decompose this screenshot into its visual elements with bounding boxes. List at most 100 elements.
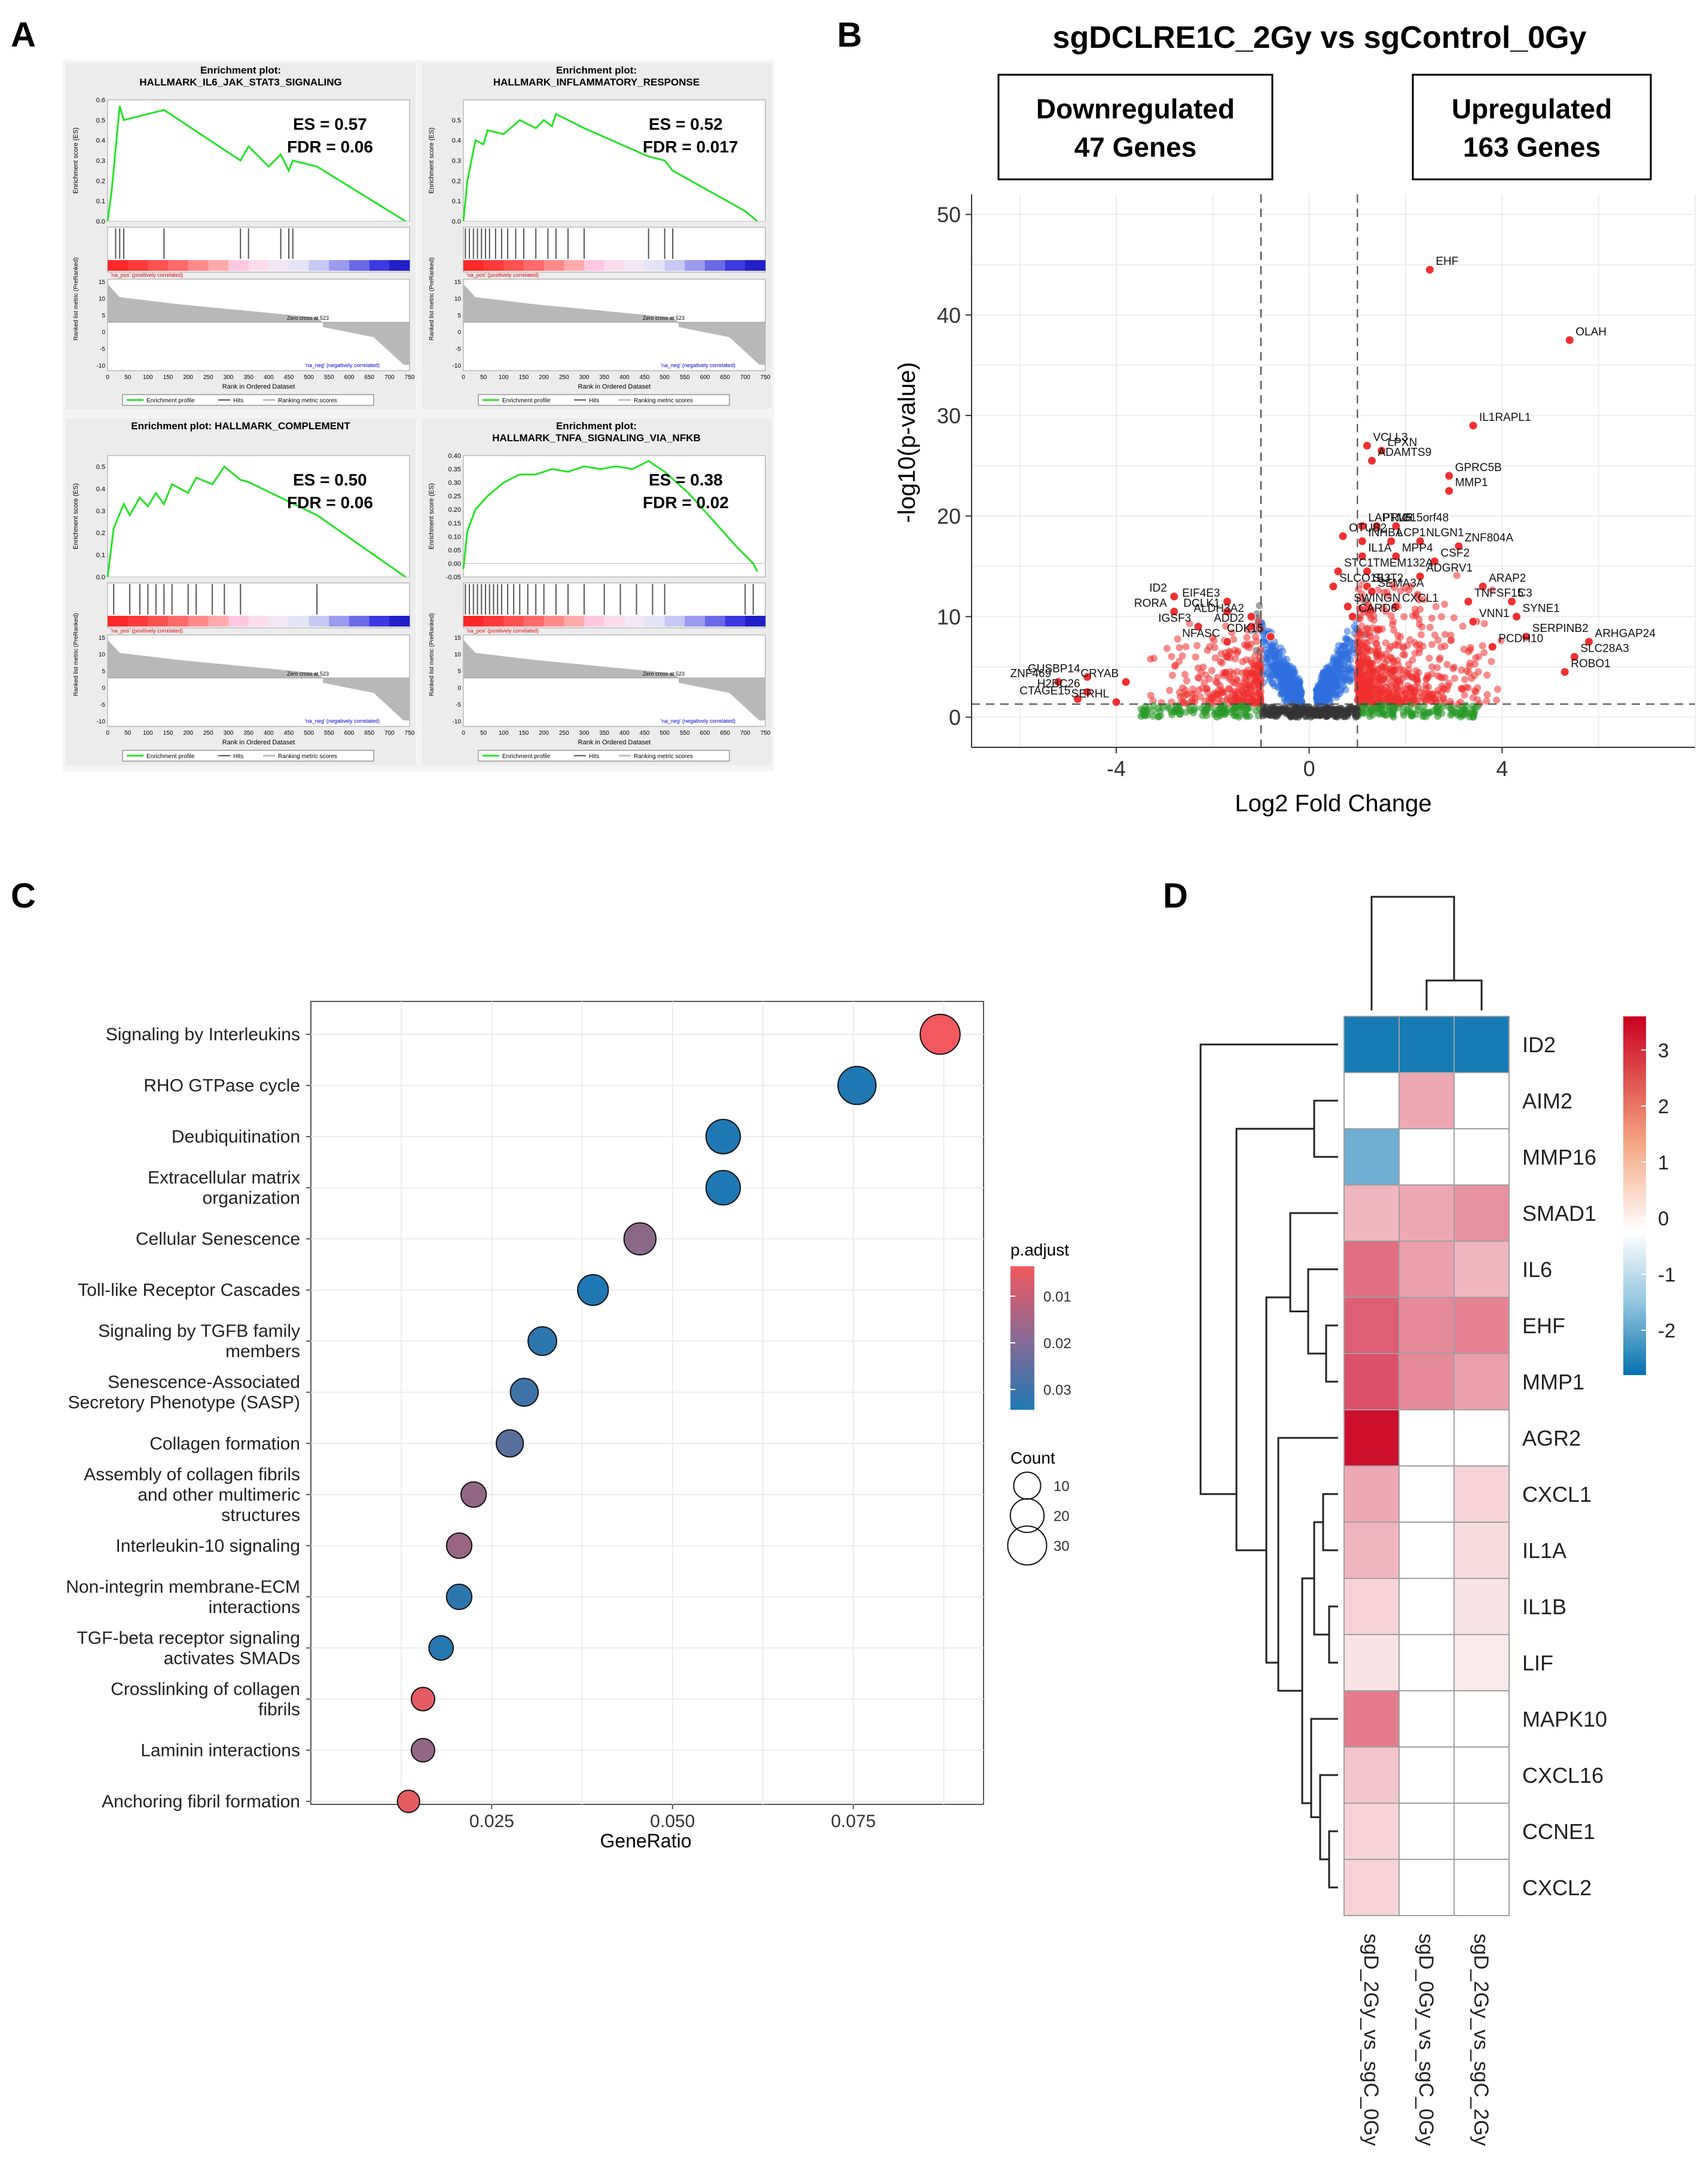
volcano-gene-point [1387, 536, 1396, 546]
volcano-gene-point [1464, 597, 1473, 606]
rank-gradient-segment [543, 260, 564, 271]
es-ytick-label: 0.4 [452, 138, 461, 145]
volcano-point-ns [1275, 649, 1283, 657]
volcano-point-ns [1332, 674, 1339, 682]
rank-gradient-segment [584, 260, 605, 271]
volcano-point-down [1251, 670, 1259, 677]
heatmap-colorbar-label: 3 [1658, 1039, 1669, 1061]
volcano-point-up [1450, 674, 1458, 682]
row-dendrogram-branch [1301, 1577, 1314, 1804]
volcano-point-ns [1274, 675, 1281, 683]
volcano-gene-label: C15orf48 [1402, 512, 1449, 524]
volcano-point-down [1208, 667, 1216, 674]
volcano-point-up [1382, 639, 1390, 647]
volcano-gene-point [1223, 597, 1232, 606]
rank-xlabel: Rank in Ordered Dataset [578, 383, 651, 390]
rank-gradient-segment [725, 616, 746, 627]
heatmap-cell [1398, 1803, 1455, 1860]
volcano-point-up [1402, 690, 1410, 698]
volcano-gene-label: VCLL3 [1373, 431, 1407, 444]
rank-gradient-segment [685, 260, 706, 271]
volcano-gene-point [1488, 642, 1497, 652]
heatmap-cell [1453, 1803, 1510, 1860]
rank-xtick-label: 500 [304, 374, 314, 381]
heatmap-row-label: IL6 [1522, 1257, 1552, 1282]
volcano-point-down [1180, 693, 1187, 701]
heatmap-cell [1398, 1128, 1455, 1186]
volcano-gene-point [1512, 612, 1522, 621]
gsea-title-line1: Enrichment plot: [556, 65, 637, 76]
volcano-gene-point [1193, 622, 1203, 631]
volcano-gene-point [1357, 536, 1367, 546]
volcano-point-up [1370, 616, 1378, 624]
rank-ytick-label: 5 [457, 313, 461, 319]
volcano-point-up [1493, 697, 1501, 704]
volcano-point-down [1195, 686, 1203, 694]
rank-xtick-label: 400 [264, 374, 274, 381]
rank-gradient-segment [503, 616, 524, 627]
row-dendrogram-branch [1313, 1521, 1329, 1636]
upregulated-label: Upregulated [1452, 93, 1612, 124]
rank-xtick-label: 250 [559, 730, 569, 737]
volcano-point-up [1441, 642, 1449, 650]
volcano-gene-point [1266, 632, 1275, 642]
volcano-xtick-label: -4 [1107, 756, 1126, 781]
rank-ytick-label: 10 [454, 296, 462, 303]
es-ytick-label: 0.1 [452, 198, 461, 205]
heatmap-cell [1398, 1409, 1455, 1467]
volcano-point-up [1448, 636, 1455, 644]
es-plot-area [107, 99, 410, 222]
volcano-point-up [1358, 650, 1366, 658]
rank-gradient-segment [248, 260, 269, 271]
rank-gradient-segment [524, 616, 545, 627]
heatmap-cell [1343, 1746, 1400, 1804]
pathway-dot [705, 1119, 741, 1154]
volcano-point-up [1415, 596, 1423, 604]
heatmap-row-label: CXCL16 [1522, 1763, 1604, 1788]
es-ytick-label: 0.6 [96, 97, 105, 104]
es-ylabel: Enrichment score (ES) [72, 127, 80, 194]
row-dendrogram-branch [1199, 1043, 1338, 1495]
volcano-point-up [1461, 691, 1468, 699]
heatmap-colorbar-label: 0 [1658, 1208, 1669, 1230]
volcano-gene-label: MMP1 [1455, 476, 1488, 489]
heatmap-cell [1398, 1016, 1455, 1073]
rank-gradient-segment [389, 616, 410, 627]
rank-ylabel: Ranked list metric (PreRanked) [429, 258, 435, 341]
volcano-point-down [1175, 644, 1183, 652]
es-ytick-label: -0.05 [446, 574, 461, 581]
rank-gradient-segment [188, 616, 209, 627]
downregulated-label: Downregulated [1036, 93, 1235, 124]
rank-gradient-segment [148, 260, 169, 271]
volcano-xtick-label: 0 [1303, 756, 1315, 781]
heatmap-cell [1453, 1578, 1510, 1635]
volcano-point-ns [1340, 642, 1348, 650]
es-ytick-label: 0.40 [448, 453, 461, 460]
rank-gradient-segment [564, 260, 585, 271]
es-ytick-label: 0.5 [96, 463, 105, 471]
rank-ytick-label: -10 [453, 363, 462, 369]
volcano-gene-label: CRYAB [1080, 668, 1119, 680]
volcano-gene-label: LCP1 [1397, 527, 1426, 539]
gsea-legend-box [122, 394, 374, 406]
volcano-point-down [1245, 681, 1253, 689]
rank-gradient-segment [168, 616, 189, 627]
row-dendrogram-branch [1325, 1324, 1338, 1383]
rank-xtick-label: 600 [700, 730, 710, 737]
gsea-plot-il6: Enrichment plot:HALLMARK_IL6_JAK_STAT3_S… [66, 63, 416, 410]
legend-metric-label: Ranking metric scores [634, 398, 693, 404]
volcano-point-ns [1322, 689, 1330, 697]
pos-correlated-note: 'na_pos' (positively correlated) [111, 272, 183, 278]
pathway-dot-plot: 0.025 0.050 0.075 Signaling by Interleukins… [66, 1001, 1071, 1831]
upregulated-count: 163 Genes [1463, 132, 1601, 163]
row-dendrogram-branch [1235, 1128, 1314, 1551]
rank-gradient-segment [604, 260, 625, 271]
volcano-point-up [1480, 620, 1488, 628]
rank-gradient-segment [645, 616, 665, 627]
panel-label-a: A [11, 16, 36, 54]
panel-label-d: D [1163, 876, 1188, 915]
rank-xtick-label: 700 [384, 374, 395, 381]
volcano-point-up [1415, 684, 1422, 692]
heatmap-cell [1398, 1072, 1455, 1129]
rank-gradient-segment [168, 260, 189, 271]
